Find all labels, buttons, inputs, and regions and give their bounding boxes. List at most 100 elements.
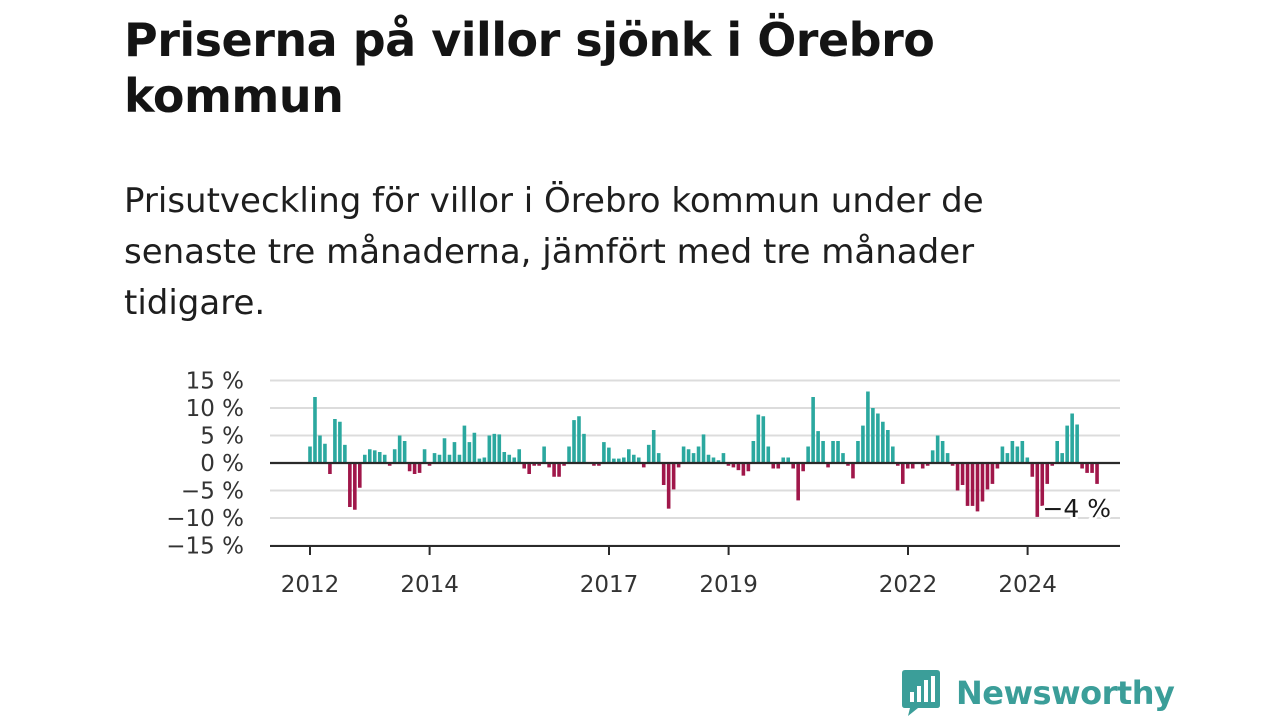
bar: [960, 463, 965, 485]
bar: [1040, 463, 1045, 506]
bar: [985, 463, 990, 490]
bar: [577, 416, 581, 463]
bar: [701, 434, 706, 463]
bar: [761, 416, 766, 463]
x-axis: 2012 2014 2017 2019 2022 2024: [270, 545, 1120, 598]
bar: [846, 463, 850, 466]
bar: [497, 434, 502, 463]
bar: [382, 454, 387, 463]
bar: [920, 463, 925, 469]
x-tick-label: 2012: [281, 572, 340, 598]
bar-chart: 15 %10 %5 %0 %−5 %−10 %−15 % 2012 2014 201…: [166, 369, 1120, 598]
bar: [552, 463, 556, 477]
bar: [323, 443, 327, 463]
bar: [871, 408, 875, 463]
bar: [1055, 441, 1059, 463]
bar: [462, 425, 467, 463]
bar: [467, 442, 472, 463]
bar: [1085, 463, 1089, 473]
bar: [607, 447, 611, 463]
bar: [691, 453, 696, 463]
bar: [407, 463, 412, 472]
bar: [328, 463, 332, 474]
bar: [397, 435, 402, 463]
bar: [457, 454, 462, 463]
bar: [1090, 463, 1094, 473]
bar: [816, 431, 820, 463]
bar: [437, 454, 442, 463]
bar: [542, 446, 546, 463]
bar: [831, 441, 835, 463]
y-tick-label: 15 %: [186, 369, 244, 395]
bar: [333, 419, 337, 463]
bar: [980, 463, 985, 502]
bar: [1075, 424, 1079, 463]
bar: [572, 420, 576, 463]
bar: [955, 463, 960, 491]
bar: [358, 463, 362, 488]
chart-title: Priserna på villor sjönk i Örebro kommun: [124, 13, 935, 123]
bar: [1060, 453, 1064, 463]
bar: [896, 463, 900, 466]
bar: [721, 453, 726, 463]
bar: [681, 446, 686, 463]
bar: [402, 441, 407, 463]
bar: [537, 463, 541, 466]
bar: [881, 421, 885, 463]
bar: [646, 444, 651, 463]
bar: [1000, 446, 1005, 463]
bar: [318, 435, 322, 463]
bar: [482, 457, 487, 463]
bar: [706, 454, 711, 463]
y-tick-label: −15 %: [166, 534, 244, 560]
bar: [900, 463, 905, 484]
bar: [686, 449, 691, 463]
bar: [348, 463, 352, 507]
y-tick-label: −5 %: [181, 479, 244, 505]
bar: [1010, 441, 1015, 463]
bar: [995, 463, 1000, 469]
bar: [925, 463, 930, 466]
bar: [1025, 457, 1030, 463]
bar: [656, 453, 661, 463]
x-tick-label: 2024: [998, 572, 1057, 598]
x-tick-label: 2014: [400, 572, 459, 598]
bar: [447, 454, 452, 463]
bar: [1080, 463, 1084, 469]
bar: [392, 449, 397, 463]
bar: [362, 454, 367, 463]
bar: [512, 457, 517, 463]
bar: [796, 463, 800, 501]
bar: [507, 454, 512, 463]
bar: [353, 463, 357, 510]
bar: [811, 397, 815, 463]
x-tick-label: 2022: [879, 572, 938, 598]
newsworthy-logo: Newsworthy: [900, 668, 1175, 718]
bar: [622, 457, 626, 463]
bar: [422, 449, 427, 463]
bar: [801, 463, 805, 472]
bar: [1005, 453, 1010, 463]
bar: [866, 391, 870, 463]
bar: [930, 450, 935, 463]
bar: [412, 463, 417, 474]
bar: [751, 441, 756, 463]
bar: [367, 449, 372, 463]
bar: [1015, 446, 1020, 463]
chart-subtitle: Prisutveckling för villor i Örebro kommu…: [124, 181, 984, 323]
bar: [726, 463, 731, 466]
bar: [935, 435, 940, 463]
bar: [756, 414, 761, 463]
bar: [671, 463, 676, 490]
bar: [836, 441, 840, 463]
bar: [661, 463, 666, 485]
bar: [562, 463, 566, 466]
bar: [582, 433, 586, 463]
bar: [856, 441, 860, 463]
bar: [612, 458, 616, 463]
bar: [343, 444, 347, 463]
bar: [527, 463, 531, 474]
newsworthy-logo-text: Newsworthy: [956, 674, 1175, 712]
bar: [676, 463, 681, 468]
bar: [522, 463, 526, 469]
